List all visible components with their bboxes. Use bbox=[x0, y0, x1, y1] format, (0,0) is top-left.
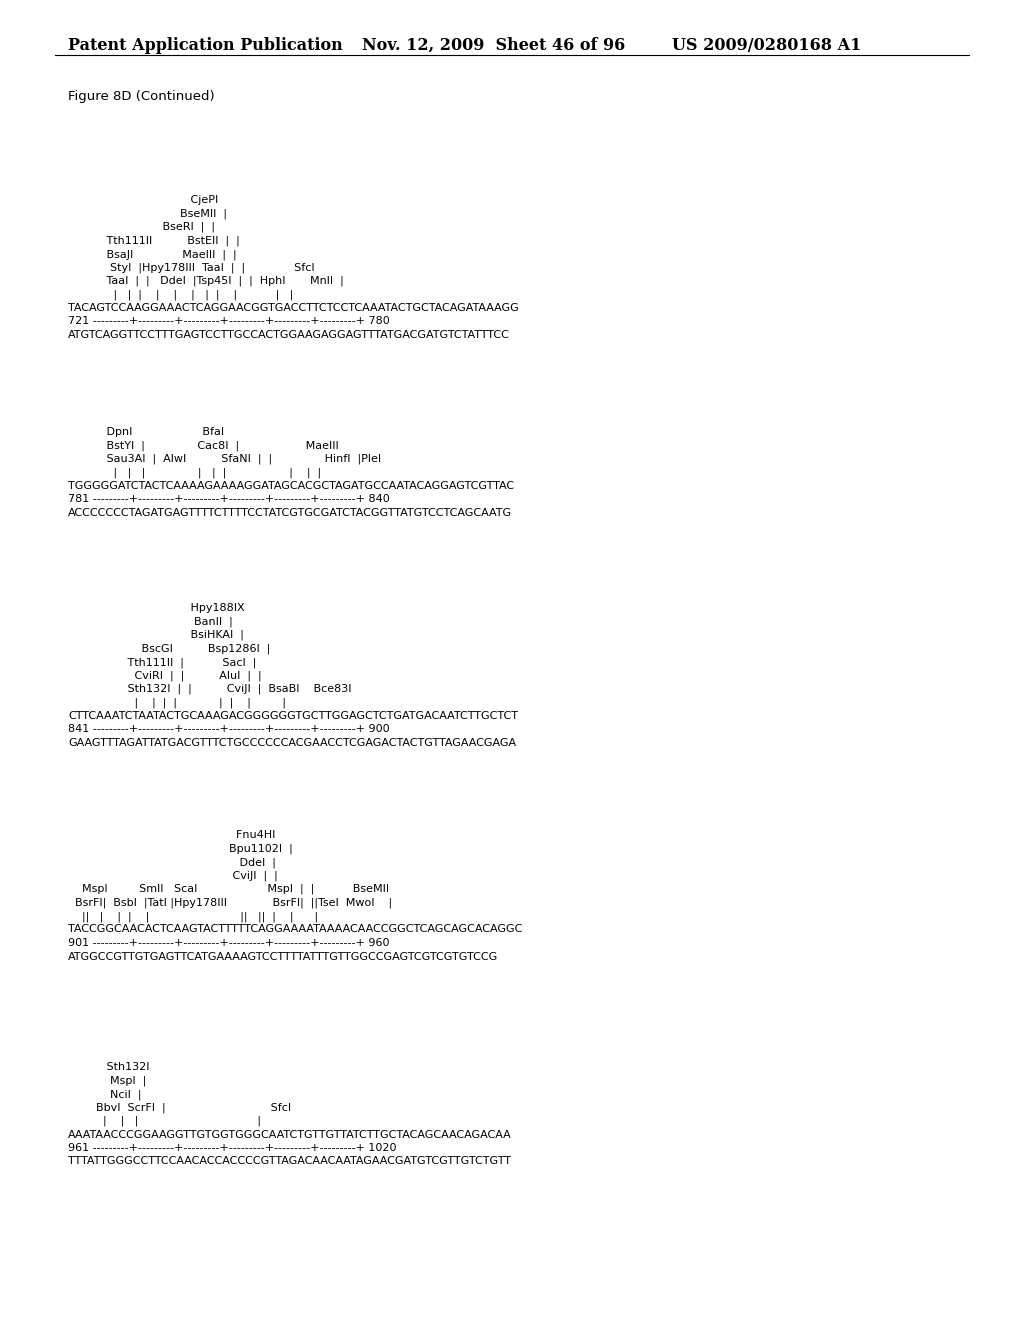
Text: ||   |    |  |    |                          ||   ||  |    |      |: || | | | | || || | | | bbox=[68, 911, 318, 921]
Text: Nov. 12, 2009  Sheet 46 of 96: Nov. 12, 2009 Sheet 46 of 96 bbox=[362, 37, 626, 54]
Text: ATGTCAGGTTCCTTTGAGTCCTTGCCACTGGAAGAGGAGTTTATGACGATGTCTATTTCC: ATGTCAGGTTCCTTTGAGTCCTTGCCACTGGAAGAGGAGT… bbox=[68, 330, 510, 341]
Text: MspI         SmlI   ScaI                    MspI  |  |           BseMII: MspI SmlI ScaI MspI | | BseMII bbox=[68, 884, 389, 895]
Text: BscGI          Bsp1286I  |: BscGI Bsp1286I | bbox=[68, 644, 270, 653]
Text: CTTCAAATCTAATACTGCAAAGACGGGGGGTGCTTGGAGCTCTGATGACAATCTTGCTCT: CTTCAAATCTAATACTGCAAAGACGGGGGGTGCTTGGAGC… bbox=[68, 711, 518, 721]
Text: |   |  |    |    |    |   |  |    |           |   |: | | | | | | | | | | | bbox=[68, 289, 293, 300]
Text: StyI  |Hpy178III  TaaI  |  |              SfcI: StyI |Hpy178III TaaI | | SfcI bbox=[68, 263, 314, 273]
Text: BsiHKAI  |: BsiHKAI | bbox=[68, 630, 244, 640]
Text: CjePI: CjePI bbox=[68, 195, 218, 205]
Text: CviJI  |  |: CviJI | | bbox=[68, 870, 278, 880]
Text: BstYI  |               Cac8I  |                   MaeIII: BstYI | Cac8I | MaeIII bbox=[68, 441, 339, 451]
Text: 721 ---------+---------+---------+---------+---------+---------+ 780: 721 ---------+---------+---------+------… bbox=[68, 317, 390, 326]
Text: Hpy188IX: Hpy188IX bbox=[68, 603, 245, 612]
Text: NciI  |: NciI | bbox=[68, 1089, 141, 1100]
Text: |    |  |  |            |  |    |         |: | | | | | | | | bbox=[68, 697, 286, 708]
Text: |    |   |                                  |: | | | | bbox=[68, 1115, 261, 1126]
Text: TACCGGCAACACTCAAGTACTTTTTCAGGAAAATAAAACAACCGGCTCAGCAGCACAGGC: TACCGGCAACACTCAAGTACTTTTTCAGGAAAATAAAACA… bbox=[68, 924, 522, 935]
Text: BsrFI|  BsbI  |TatI |Hpy178III             BsrFI|  ||TseI  MwoI    |: BsrFI| BsbI |TatI |Hpy178III BsrFI| ||Ts… bbox=[68, 898, 392, 908]
Text: Patent Application Publication: Patent Application Publication bbox=[68, 37, 343, 54]
Text: 781 ---------+---------+---------+---------+---------+---------+ 840: 781 ---------+---------+---------+------… bbox=[68, 495, 390, 504]
Text: 901 ---------+---------+---------+---------+---------+---------+ 960: 901 ---------+---------+---------+------… bbox=[68, 939, 389, 948]
Text: BsaJI              MaeIII  |  |: BsaJI MaeIII | | bbox=[68, 249, 237, 260]
Text: Bpu1102I  |: Bpu1102I | bbox=[68, 843, 293, 854]
Text: CviRI  |  |          AluI  |  |: CviRI | | AluI | | bbox=[68, 671, 261, 681]
Text: Tth111II  |           SacI  |: Tth111II | SacI | bbox=[68, 657, 256, 668]
Text: DpnI                    BfaI: DpnI BfaI bbox=[68, 426, 224, 437]
Text: DdeI  |: DdeI | bbox=[68, 857, 275, 867]
Text: |   |   |               |   |  |                  |    |  |: | | | | | | | | | bbox=[68, 467, 322, 478]
Text: TTTATTGGGCCTTCCAACACCACCCCGTTAGACAACAATAGAACGATGTCGTTGTCTGTT: TTTATTGGGCCTTCCAACACCACCCCGTTAGACAACAATA… bbox=[68, 1156, 511, 1167]
Text: BseRI  |  |: BseRI | | bbox=[68, 222, 215, 232]
Text: BanII  |: BanII | bbox=[68, 616, 232, 627]
Text: 961 ---------+---------+---------+---------+---------+---------+ 1020: 961 ---------+---------+---------+------… bbox=[68, 1143, 396, 1152]
Text: TACAGTCCAAGGAAACTCAGGAACGGTGACCTTCTCCTCAAATACTGCTACAGATAAAGG: TACAGTCCAAGGAAACTCAGGAACGGTGACCTTCTCCTCA… bbox=[68, 304, 519, 313]
Text: BbvI  ScrFI  |                              SfcI: BbvI ScrFI | SfcI bbox=[68, 1102, 291, 1113]
Text: ATGGCCGTTGTGAGTTCATGAAAAGTCCTTTTATTTGTTGGCCGAGTCGTCGTGTCCG: ATGGCCGTTGTGAGTTCATGAAAAGTCCTTTTATTTGTTG… bbox=[68, 952, 499, 961]
Text: 841 ---------+---------+---------+---------+---------+---------+ 900: 841 ---------+---------+---------+------… bbox=[68, 725, 389, 734]
Text: Tth111II          BstEII  |  |: Tth111II BstEII | | bbox=[68, 235, 240, 246]
Text: GAAGTTTAGATTATGACGTTTCTGCCCCCCACGAACCTCGAGACTACTGTTAGAACGAGA: GAAGTTTAGATTATGACGTTTCTGCCCCCCACGAACCTCG… bbox=[68, 738, 516, 748]
Text: Figure 8D (Continued): Figure 8D (Continued) bbox=[68, 90, 215, 103]
Text: Sau3AI  |  AlwI          SfaNI  |  |               HinfI  |PleI: Sau3AI | AlwI SfaNI | | HinfI |PleI bbox=[68, 454, 381, 465]
Text: Sth132I: Sth132I bbox=[68, 1063, 150, 1072]
Text: ACCCCCCCTAGATGAGTTTTCTTTTCCTATCGTGCGATCTACGGTTATGTCCTCAGCAATG: ACCCCCCCTAGATGAGTTTTCTTTTCCTATCGTGCGATCT… bbox=[68, 508, 512, 517]
Text: Fnu4HI: Fnu4HI bbox=[68, 830, 275, 840]
Text: AAATAACCCGGAAGGTTGTGGTGGGCAATCTGTTGTTATCTTGCTACAGCAACAGACAA: AAATAACCCGGAAGGTTGTGGTGGGCAATCTGTTGTTATC… bbox=[68, 1130, 512, 1139]
Text: US 2009/0280168 A1: US 2009/0280168 A1 bbox=[672, 37, 861, 54]
Text: BseMII  |: BseMII | bbox=[68, 209, 227, 219]
Text: Sth132I  |  |          CviJI  |  BsaBI    Bce83I: Sth132I | | CviJI | BsaBI Bce83I bbox=[68, 684, 351, 694]
Text: MspI  |: MspI | bbox=[68, 1076, 146, 1086]
Text: TaaI  |  |   DdeI  |Tsp45I  |  |  HphI       MnlI  |: TaaI | | DdeI |Tsp45I | | HphI MnlI | bbox=[68, 276, 344, 286]
Text: TGGGGGATCTACTCAAAAGAAAAGGATAGCACGCTAGATGCCAATACAGGAGTCGTTAC: TGGGGGATCTACTCAAAAGAAAAGGATAGCACGCTAGATG… bbox=[68, 480, 514, 491]
